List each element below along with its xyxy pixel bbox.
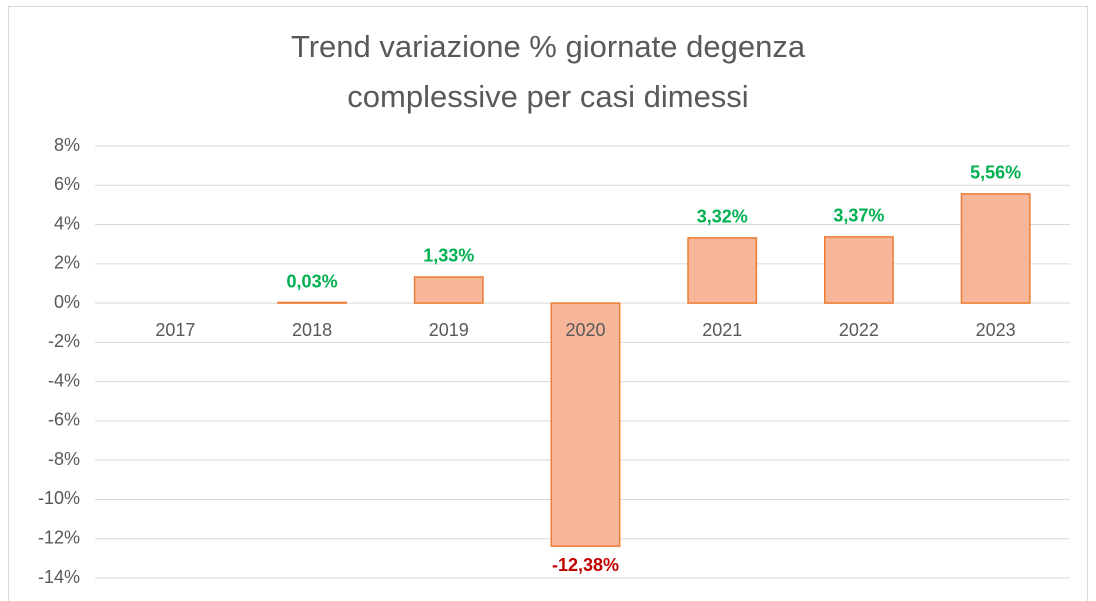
x-tick-label: 2019 — [429, 320, 469, 340]
data-label: 3,37% — [833, 206, 884, 226]
y-tick-label: -2% — [48, 331, 80, 351]
bar — [277, 301, 347, 304]
data-label: 1,33% — [423, 246, 474, 266]
y-tick-label: 2% — [54, 253, 80, 273]
bar — [824, 236, 894, 304]
y-tick-label: -12% — [38, 527, 80, 547]
x-tick-label: 2022 — [839, 320, 879, 340]
x-tick-label: 2017 — [155, 320, 195, 340]
y-tick-label: -10% — [38, 488, 80, 508]
bar — [413, 276, 484, 304]
y-tick-label: -14% — [38, 567, 80, 587]
y-tick-label: -8% — [48, 449, 80, 469]
bar — [960, 193, 1031, 304]
bar — [687, 237, 758, 304]
chart-title: Trend variazione % giornate degenza comp… — [290, 29, 806, 114]
chart-border — [8, 6, 1088, 601]
data-label: 5,56% — [970, 163, 1021, 183]
bar — [550, 302, 621, 547]
x-tick-label: 2018 — [292, 320, 332, 340]
data-label: 3,32% — [697, 207, 748, 227]
y-tick-label: -4% — [48, 370, 80, 390]
x-tick-label: 2023 — [976, 320, 1016, 340]
y-tick-label: 6% — [54, 174, 80, 194]
data-label: -12,38% — [552, 555, 619, 575]
y-tick-label: 8% — [54, 135, 80, 155]
x-tick-label: 2021 — [702, 320, 742, 340]
data-label: 0,03% — [287, 271, 338, 291]
y-tick-label: 4% — [54, 213, 80, 233]
y-tick-label: 0% — [54, 292, 80, 312]
y-tick-label: -6% — [48, 410, 80, 430]
x-tick-label: 2020 — [565, 320, 605, 340]
